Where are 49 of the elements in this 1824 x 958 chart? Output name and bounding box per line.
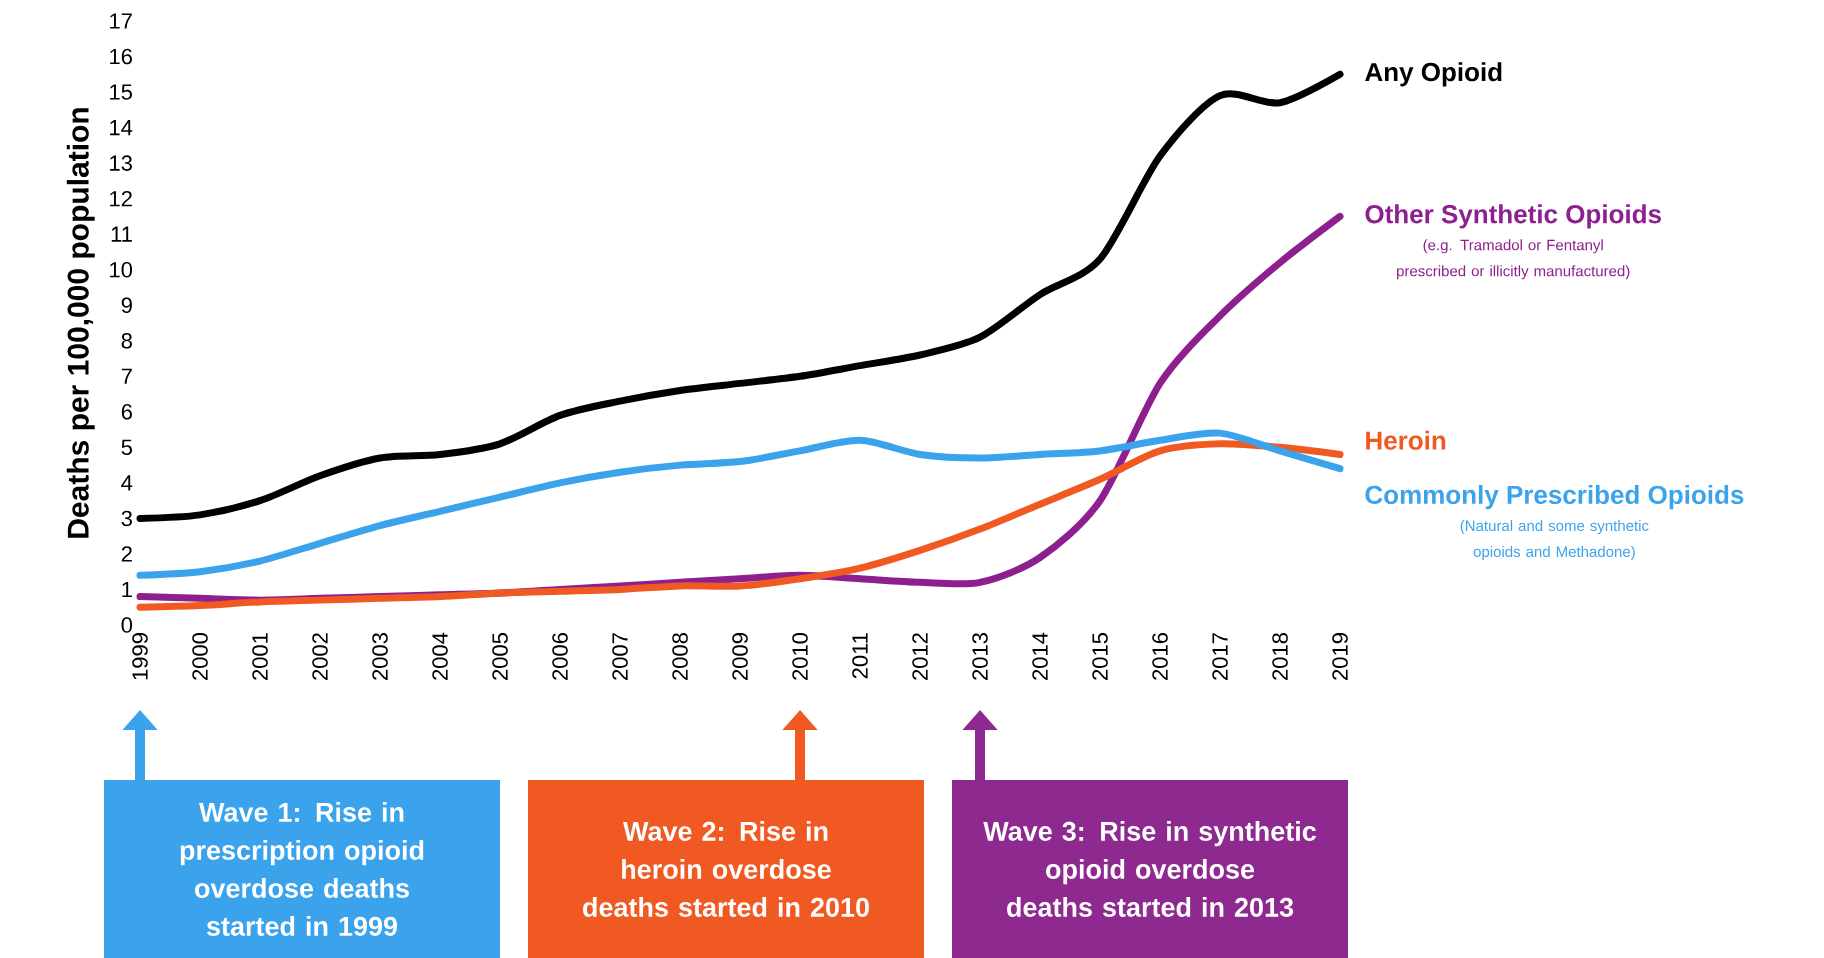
x-tick-label: 1999: [132, 633, 148, 680]
y-tick-label: 7: [121, 368, 132, 384]
y-tick-label: 0: [121, 617, 133, 633]
x-tick-label: 2008: [672, 633, 688, 680]
y-tick-label: 4: [121, 475, 133, 491]
x-tick-label: 2018: [1272, 633, 1288, 680]
text: (Natural and some synthetic opioids and Methadone): [1460, 520, 1649, 560]
y-tick-label: 12: [110, 190, 132, 207]
x-tick-label: 2009: [732, 633, 748, 680]
x-tick-label: 2000: [192, 632, 208, 680]
y-tick-label: 15: [110, 84, 132, 100]
y-tick-label: 9: [121, 297, 132, 314]
x-tick-label: 2004: [432, 632, 448, 680]
x-tick-label: 2002: [312, 633, 328, 680]
y-tick-label: 11: [111, 226, 132, 242]
x-tick-label: 2005: [492, 633, 508, 680]
text: (e.g. Tramadol or Fentanyl prescribed or illicitly manufactured): [1397, 239, 1630, 280]
series-label: Any Opioid: [1365, 62, 1502, 87]
y-tick-label: 1: [122, 581, 132, 598]
y-tick-label: 5: [121, 439, 132, 456]
y-tick-label: 17: [110, 13, 132, 29]
y-tick-label: 10: [110, 261, 133, 278]
y-tick-label: 2: [121, 546, 132, 562]
y-tick-label: 6: [121, 404, 132, 420]
y-tick-label: 8: [121, 333, 132, 349]
x-tick-label: 2017: [1212, 633, 1228, 680]
series-label: Commonly Prescribed Opioids: [1365, 484, 1744, 510]
x-tick-label: 2010: [792, 632, 808, 680]
text: Wave 2: Rise in heroin overdose deaths started in 2010: [583, 821, 869, 917]
series-label: Heroin: [1366, 430, 1446, 450]
x-tick-label: 2019: [1332, 633, 1348, 680]
y-axis-title: Deaths per 100,000 population: [66, 108, 95, 538]
x-tick-label: 2003: [372, 633, 388, 680]
y-tick-label: 14: [110, 120, 133, 136]
y-tick-label: 16: [110, 48, 132, 65]
x-tick-label: 2016: [1152, 633, 1168, 680]
x-tick-label: 2011: [852, 633, 868, 679]
x-tick-label: 2015: [1092, 633, 1108, 680]
x-tick-label: 2001: [252, 633, 268, 680]
x-tick-label: 2006: [552, 633, 568, 680]
y-tick-label: 3: [121, 510, 132, 527]
text: Wave 3: Rise in synthetic opioid overdose deaths started in 2013: [983, 821, 1317, 917]
text: Wave 1: Rise in prescription opioid overdose deaths started in 1999: [180, 802, 424, 936]
x-tick-label: 2012: [912, 633, 928, 680]
y-tick-label: 13: [110, 155, 132, 171]
x-tick-label: 2013: [972, 633, 988, 680]
x-tick-label: 2014: [1032, 632, 1048, 680]
x-tick-label: 2007: [612, 633, 628, 680]
series-label: Other Synthetic Opioids: [1365, 204, 1661, 229]
